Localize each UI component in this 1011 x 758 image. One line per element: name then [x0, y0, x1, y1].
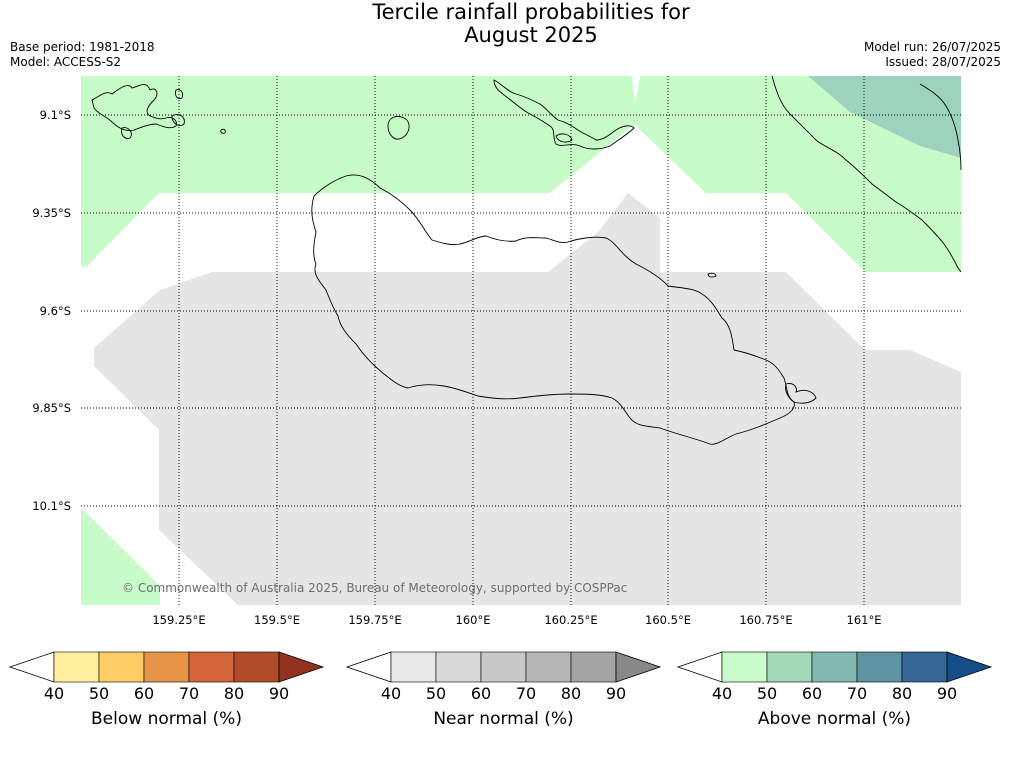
colorbar-bin: [721, 651, 768, 683]
colorbar-extension-low: [676, 651, 723, 683]
colorbar-tick-label: 40: [380, 684, 402, 703]
lon-label: 160.25°E: [544, 613, 598, 627]
title-line-2: August 2025: [464, 23, 598, 47]
colorbar-bin: [143, 651, 190, 683]
coastline-florida-islands: [91, 83, 177, 131]
colorbar-tick-label: 50: [425, 684, 447, 703]
colorbar-bin: [480, 651, 527, 683]
page-title: Tercile rainfall probabilities for Augus…: [0, 1, 1011, 47]
colorbar-extension-high: [615, 651, 662, 683]
colorbar-tick-label: 40: [43, 684, 65, 703]
copyright-notice: © Commonwealth of Australia 2025, Bureau…: [122, 581, 628, 595]
near-normal-region: [94, 193, 961, 605]
colorbars: [8, 651, 993, 683]
title-line-1: Tercile rainfall probabilities for: [372, 0, 690, 24]
coastline-ngella-east: [919, 83, 962, 171]
coastline-islet-3: [220, 128, 226, 134]
lat-label: 9.85°S: [32, 401, 71, 415]
colorbar-bin: [188, 651, 235, 683]
lat-label: 9.6°S: [39, 304, 71, 318]
gridlines: [81, 76, 961, 605]
colorbar-tick-label: 50: [88, 684, 110, 703]
model-run: Model run: 26/07/2025: [863, 40, 1001, 54]
colorbar-tick-label: 70: [178, 684, 200, 703]
coastline-malaita-west: [493, 79, 635, 150]
lon-label: 160.75°E: [739, 613, 793, 627]
coastline-islet-2: [707, 272, 717, 278]
coastline-florida-islands-3: [175, 89, 183, 99]
coastline-guadalcanal: [311, 174, 795, 445]
lat-label: 10.1°S: [32, 499, 71, 513]
lon-label: 159.25°E: [152, 613, 206, 627]
colorbar-extension-high: [946, 651, 993, 683]
colorbar-bin: [390, 651, 437, 683]
coastline-florida-islands-4: [171, 113, 185, 127]
colorbar-tick-label: 60: [470, 684, 492, 703]
issued-date: Issued: 28/07/2025: [885, 55, 1001, 69]
colorbar-bin: [435, 651, 482, 683]
colorbar-tick-label: 60: [801, 684, 823, 703]
above-normal-60-region: [808, 76, 961, 158]
coastline-makira-north: [771, 75, 962, 273]
colorbar-tick-label: 60: [133, 684, 155, 703]
model-name: Model: ACCESS-S2: [10, 55, 122, 69]
colorbar-tick-label: 40: [711, 684, 733, 703]
colorbar-bin: [856, 651, 903, 683]
colorbar-tick-label: 80: [223, 684, 245, 703]
lon-label: 159.75°E: [348, 613, 402, 627]
meta-left: Base period: 1981-2018 Model: ACCESS-S2: [10, 40, 155, 70]
lon-label: 161°E: [846, 613, 882, 627]
colorbar-extension-low: [8, 651, 55, 683]
colorbar-bin: [525, 651, 572, 683]
colorbar-tick-label: 80: [891, 684, 913, 703]
colorbar-bin: [811, 651, 858, 683]
colorbar-tick-label: 70: [846, 684, 868, 703]
coastlines: [91, 75, 962, 445]
colorbar-tick-label: 90: [268, 684, 290, 703]
above-normal-region-north: [81, 76, 637, 267]
colorbar-bin: [233, 651, 280, 683]
meta-right: Model run: 26/07/2025 Issued: 28/07/2025: [864, 40, 1001, 70]
coastline-marau-islets: [785, 383, 817, 404]
colorbar-bin: [901, 651, 948, 683]
coastline-florida-islands-2: [121, 127, 132, 139]
base-period: Base period: 1981-2018: [10, 40, 155, 54]
colorbar-tick-label: 90: [605, 684, 627, 703]
above-normal-region-southwest: [81, 508, 160, 605]
colorbar-extension-high: [278, 651, 325, 683]
coastline-islet-1: [387, 115, 410, 140]
colorbar-tick-label: 80: [560, 684, 582, 703]
coastline-malaita-islets: [555, 133, 573, 143]
lon-label: 160.5°E: [645, 613, 691, 627]
lon-label: 160°E: [455, 613, 491, 627]
colorbar-tick-label: 70: [515, 684, 537, 703]
colorbar-bin: [98, 651, 145, 683]
lat-label: 9.35°S: [32, 206, 71, 220]
colorbar-bin: [53, 651, 100, 683]
colorbar-bin: [766, 651, 813, 683]
colorbar-tick-label: 50: [756, 684, 778, 703]
colorbar-bin: [570, 651, 617, 683]
lon-label: 159.5°E: [254, 613, 300, 627]
colorbar-title: Above normal (%): [757, 709, 912, 729]
colorbar-tick-label: 90: [936, 684, 958, 703]
colorbar-extension-low: [345, 651, 392, 683]
lat-label: 9.1°S: [39, 108, 71, 122]
colorbar-title: Below normal (%): [91, 709, 242, 729]
colorbar-title: Near normal (%): [433, 709, 574, 729]
